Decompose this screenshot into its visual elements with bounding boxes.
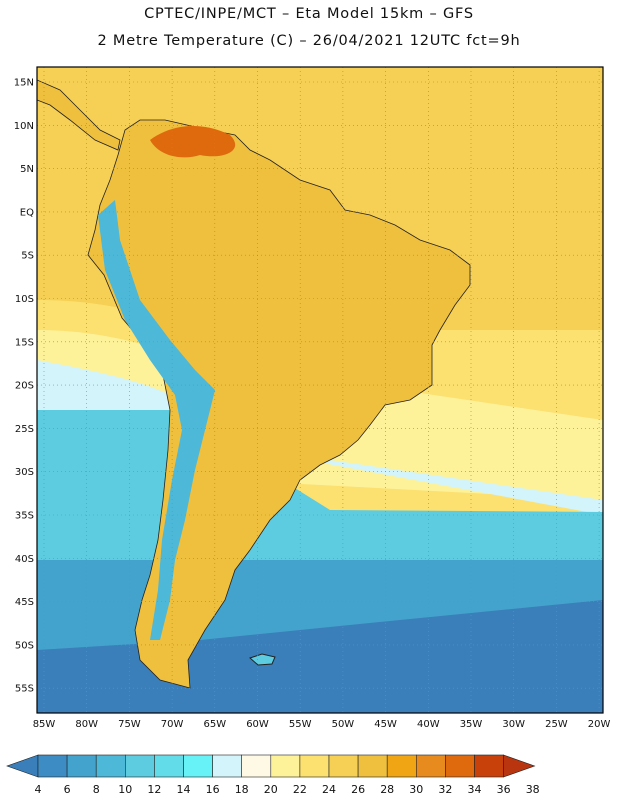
northern-hot-region: [150, 125, 236, 158]
lat-label: 35S: [15, 511, 34, 522]
lat-label: 5N: [20, 164, 34, 175]
longitude-labels: 85W 80W 75W 70W 65W 60W 55W 50W 45W 40W 35W 30W 25W 2…: [33, 719, 611, 730]
lon-label: 55W: [289, 719, 312, 730]
lat-label: 15S: [15, 337, 34, 348]
lon-label: 20W: [588, 719, 611, 730]
colorbar-swatch: [154, 754, 184, 778]
colorbar-low-arrow: [6, 754, 39, 778]
colorbar-swatch: [270, 754, 301, 778]
colorbar-tick-label: 34: [468, 783, 482, 796]
lat-label: 20S: [15, 381, 34, 392]
lat-label: 30S: [15, 467, 34, 478]
colorbar-swatch: [386, 754, 417, 778]
colorbar-swatch: [183, 754, 213, 778]
colorbar-tick-label: 24: [322, 783, 336, 796]
colorbar-swatch: [125, 754, 155, 778]
colorbar-tick-label: 26: [351, 783, 365, 796]
colorbar-tick-label: 12: [147, 783, 161, 796]
colorbar-tick-label: 20: [264, 783, 278, 796]
map-title: CPTEC/INPE/MCT – Eta Model 15km – GFS: [144, 6, 474, 22]
map-frame: [36, 66, 604, 714]
colorbar-swatch: [37, 754, 68, 778]
colorbar-tick-label: 32: [438, 783, 452, 796]
colorbar-tick-label: 4: [35, 783, 42, 796]
lon-label: 60W: [246, 719, 269, 730]
lat-label: EQ: [20, 207, 34, 218]
lon-label: 45W: [374, 719, 397, 730]
lon-label: 50W: [332, 719, 355, 730]
colorbar-tick-label: 8: [93, 783, 100, 796]
lon-label: 75W: [118, 719, 141, 730]
lat-label: 45S: [15, 597, 34, 608]
falkland-islands: [249, 653, 276, 666]
lat-label: 40S: [15, 554, 34, 565]
lat-label: 10S: [15, 294, 34, 305]
lat-label: 25S: [15, 424, 34, 435]
lon-label: 25W: [545, 719, 568, 730]
lat-label: 5S: [21, 251, 34, 262]
colorbar-tick-label: 6: [64, 783, 71, 796]
colorbar-tick-label: 38: [526, 783, 540, 796]
lon-label: 65W: [203, 719, 226, 730]
colorbar-tick-label: 14: [177, 783, 191, 796]
colorbar-high-arrow: [503, 754, 536, 778]
colorbar-swatch: [212, 754, 243, 778]
colorbar-tick-label: 18: [235, 783, 249, 796]
colorbar-swatch: [241, 754, 272, 778]
colorbar-tick-label: 30: [409, 783, 423, 796]
lat-label: 15N: [14, 78, 34, 89]
colorbar-swatch: [445, 754, 475, 778]
lon-label: 85W: [33, 719, 56, 730]
colorbar-swatch: [66, 754, 97, 778]
colorbar-swatch: [357, 754, 388, 778]
lat-label: 55S: [15, 684, 34, 695]
colorbar-tick-label: 16: [206, 783, 220, 796]
colorbar-swatch: [474, 754, 504, 778]
south-america-landmass: [87, 119, 471, 689]
colorbar-swatch: [95, 754, 126, 778]
colorbar-tick-label: 22: [293, 783, 307, 796]
lon-label: 70W: [161, 719, 184, 730]
colorbar-swatch: [328, 754, 359, 778]
central-america: [37, 79, 121, 151]
colorbar-swatch: [415, 754, 446, 778]
map-subtitle: 2 Metre Temperature (C) – 26/04/2021 12U…: [97, 33, 521, 49]
lat-label: 50S: [15, 640, 34, 651]
colorbar-tick-label: 28: [380, 783, 394, 796]
colorbar-tick-label: 36: [497, 783, 511, 796]
lon-label: 40W: [417, 719, 440, 730]
temperature-field: [37, 67, 603, 713]
latitude-labels: 15N 10N 5N EQ 5S 10S 15S 20S 25S 30S 35S 40S 45S 50S 5…: [14, 78, 34, 695]
colorbar: 4 6 8 10 12 14 16 18 20 22 24 26 28 30 32 34 36 38: [6, 754, 540, 796]
lon-label: 80W: [75, 719, 98, 730]
colorbar-tick-label: 10: [118, 783, 132, 796]
lon-label: 30W: [502, 719, 525, 730]
lon-label: 35W: [460, 719, 483, 730]
colorbar-swatch: [299, 754, 330, 778]
lat-label: 10N: [14, 121, 34, 132]
andes-cold-ridge: [98, 200, 215, 640]
